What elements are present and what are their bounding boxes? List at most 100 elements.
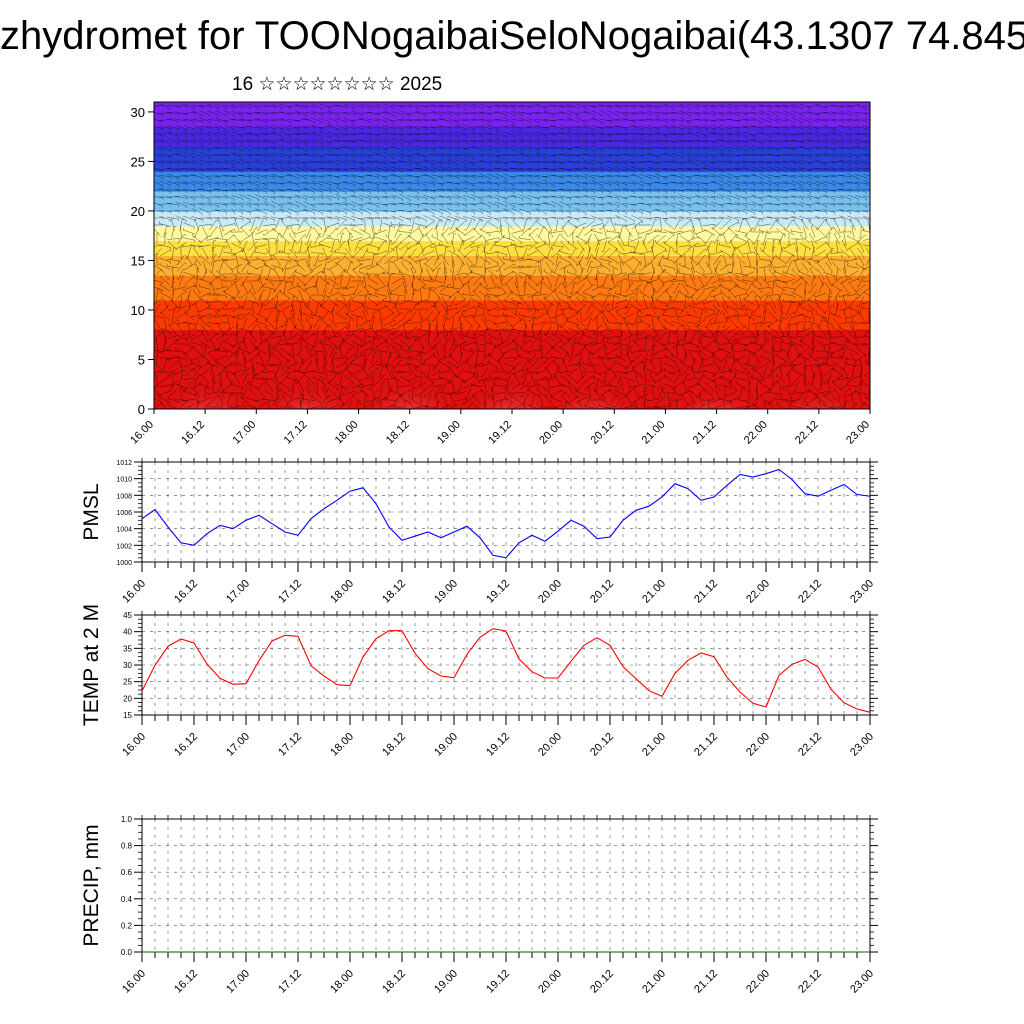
wind-barb [814, 390, 827, 396]
wind-barb [258, 303, 266, 315]
wind-barb [257, 268, 264, 281]
wind-barb [472, 276, 483, 286]
wind-barb [154, 147, 164, 152]
wind-barb [423, 203, 436, 207]
wind-barb [479, 366, 489, 378]
wind-barb [351, 110, 363, 118]
wind-barb [851, 365, 857, 378]
wind-barb [617, 379, 625, 392]
wind-barb [575, 324, 586, 334]
wind-barb [687, 153, 700, 159]
wind-barb [359, 328, 372, 332]
wind-barb [519, 388, 530, 398]
wind-barb [247, 111, 260, 115]
wind-barb [583, 405, 596, 409]
wind-barb [263, 238, 276, 241]
wind-barb [856, 296, 865, 308]
pmsl-y-axis-label: PMSL [80, 483, 103, 540]
wind-barb [319, 342, 332, 348]
wind-barb [230, 363, 244, 366]
wind-barb [663, 229, 675, 237]
wind-barb [207, 147, 220, 150]
wind-barb [215, 138, 228, 145]
wind-barb [783, 250, 795, 258]
wind-barb [503, 243, 516, 249]
wind-barb [799, 304, 811, 312]
wind-barb [814, 168, 828, 172]
wind-barb [534, 307, 548, 310]
wind-barb [310, 371, 324, 375]
wind-barb [727, 326, 740, 334]
wind-barb [585, 274, 593, 287]
wind-barb [567, 363, 580, 367]
wind-barb [624, 262, 634, 273]
wind-barb [799, 167, 812, 173]
wind-barb [374, 291, 387, 297]
pmsl-y-tick-label: 1002 [116, 543, 132, 550]
wind-barb [507, 226, 511, 239]
wind-barb [451, 260, 455, 273]
wind-barb [167, 240, 178, 250]
wind-barb [729, 233, 739, 244]
wind-barb [734, 161, 748, 165]
wind-barb [862, 105, 870, 107]
wind-barb [155, 338, 159, 351]
wind-barb [783, 133, 796, 137]
wind-barb [359, 153, 372, 159]
wind-barb [214, 304, 226, 314]
wind-barb [319, 145, 331, 153]
wind-barb [697, 254, 707, 265]
wind-barb [511, 230, 524, 234]
wind-barb [631, 180, 643, 188]
wind-barb [814, 249, 827, 257]
wind-barb [263, 307, 276, 311]
wind-barb [351, 290, 362, 300]
wind-barb [607, 390, 619, 398]
wind-barb [591, 180, 603, 188]
wind-barb [391, 273, 404, 277]
wind-barb [442, 310, 450, 322]
wind-barb [768, 254, 777, 266]
wind-barb [419, 289, 423, 302]
wind-barb [304, 219, 314, 230]
wind-barb [591, 188, 604, 194]
wind-barb [256, 219, 264, 231]
wind-barb [247, 312, 259, 322]
wind-barb [471, 145, 483, 153]
wind-barb [322, 247, 328, 260]
wind-barb [534, 112, 548, 115]
wind-barb [410, 275, 414, 288]
wind-barb [843, 309, 847, 322]
wind-barb [775, 188, 788, 194]
wind-barb [407, 181, 420, 186]
wind-barb [409, 303, 419, 315]
wind-barb [511, 111, 524, 117]
wind-barb [848, 332, 858, 343]
wind-barb [703, 124, 716, 131]
wind-barb [328, 297, 338, 308]
wind-barb [598, 203, 612, 206]
wind-barb [614, 119, 628, 123]
wind-barb [722, 296, 729, 309]
wind-barb [351, 125, 364, 131]
wind-barb [758, 361, 771, 369]
wind-barb [703, 146, 716, 152]
wind-barb [194, 302, 200, 315]
wind-barb [246, 270, 259, 276]
wind-barb [647, 110, 659, 118]
wind-barb [815, 313, 827, 321]
wind-barb [567, 139, 580, 145]
wind-barb [679, 201, 691, 209]
wind-barb [526, 105, 540, 108]
wind-barb [783, 166, 796, 173]
wind-barb [615, 167, 628, 173]
wind-barb [360, 386, 370, 398]
wind-barb [175, 398, 188, 403]
wind-barb [479, 201, 491, 209]
wind-barb [239, 118, 252, 124]
wind-barb [531, 324, 535, 337]
wind-barb [519, 382, 532, 390]
wind-barb [154, 350, 164, 355]
wind-barb [154, 332, 162, 340]
wind-barb [862, 343, 870, 347]
